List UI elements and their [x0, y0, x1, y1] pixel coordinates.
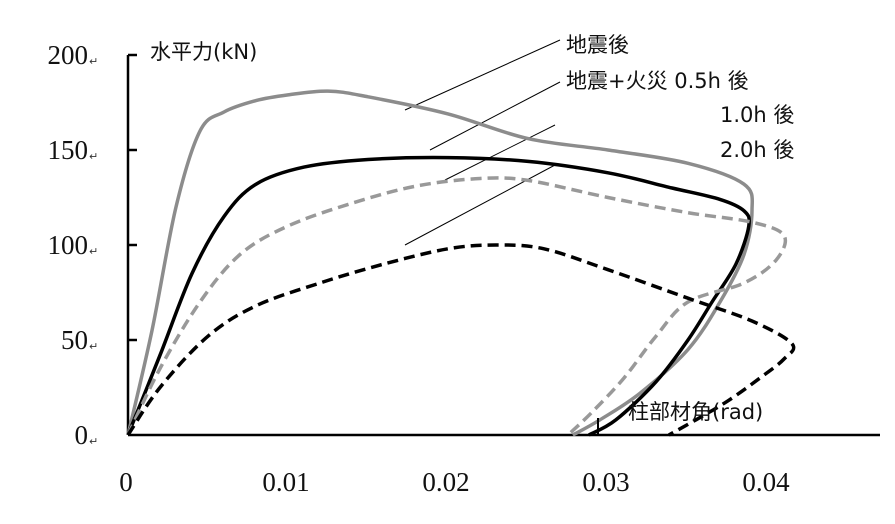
leader-line [429, 81, 561, 151]
x-ticks: 0 0.01 0.02 0.03 0.04 [119, 467, 790, 497]
paragraph-mark: ↵ [89, 340, 98, 353]
y-ticks: 0 ↵50 ↵100 ↵150 ↵200 ↵ [48, 40, 137, 450]
paragraph-mark: ↵ [89, 245, 98, 258]
series-group [126, 89, 796, 437]
x-tick-label: 0.04 [742, 467, 790, 497]
leader-line [404, 39, 561, 111]
series-line-0 [126, 89, 755, 437]
y-tick-label: 150 [48, 135, 89, 165]
series-line-2 [126, 176, 788, 437]
x-tick-label: 0.01 [262, 467, 309, 497]
y-tick-label: 0 [75, 420, 89, 450]
y-axis-label: 水平力(kN) [150, 40, 257, 64]
x-tick-label: 0 [119, 467, 133, 497]
annotation-label-fire-2-0h: 2.0h 後 [720, 138, 794, 162]
series-line-1 [126, 155, 752, 437]
leader-line [444, 124, 556, 181]
x-tick-label: 0.03 [582, 467, 629, 497]
x-tick-label: 0.02 [422, 467, 469, 497]
annotation-leader-lines [404, 39, 561, 246]
annotation-label-fire-0-5h: 地震+火災 0.5h 後 [566, 69, 749, 93]
paragraph-mark: ↵ [89, 55, 98, 68]
y-tick-label: 50 [61, 325, 88, 355]
paragraph-mark: ↵ [89, 435, 98, 448]
annotation-label-fire-1-0h: 1.0h 後 [720, 103, 794, 127]
x-axis-label: 柱部材角(rad) [628, 400, 763, 424]
leader-line [404, 164, 556, 246]
annotation-label-earthquake: 地震後 [566, 33, 629, 57]
y-tick-label: 200 [48, 40, 89, 70]
y-tick-label: 100 [48, 230, 89, 260]
paragraph-mark: ↵ [89, 150, 98, 163]
